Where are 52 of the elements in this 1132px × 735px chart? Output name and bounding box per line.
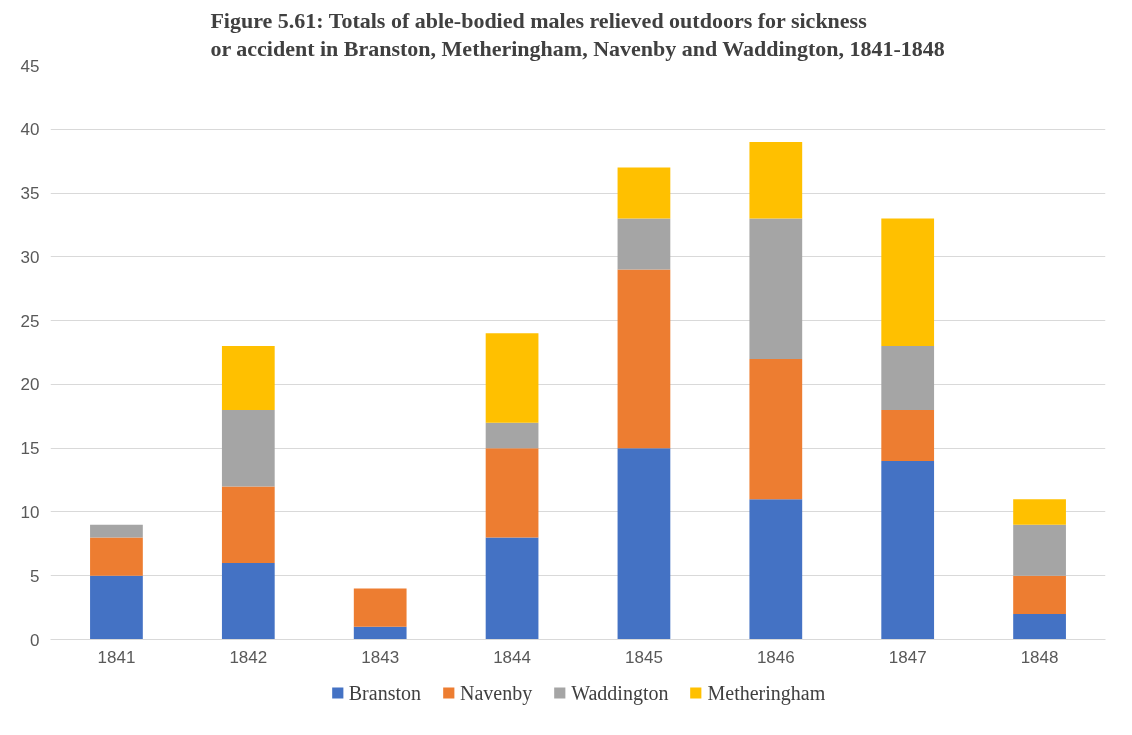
bar [90,524,143,538]
x-tick-label: 1847 [888,647,927,667]
bar [1013,613,1066,640]
bar [353,588,407,627]
bar [617,218,671,270]
y-tick-label: 15 [20,439,40,459]
bar [221,486,275,563]
x-tick-label: 1846 [756,647,795,667]
bar [881,460,935,640]
bar [221,562,275,640]
y-tick-label: 45 [20,56,40,76]
chart-title: Figure 5.61: Totals of able-bodied males relieved outdoors for sickness or accident in Branston, Metheringham, Navenby and Waddington, 1841-1848 [210,8,945,61]
bar [221,409,275,487]
x-tick-label: 1844 [493,647,531,667]
bar [617,448,671,640]
legend-label: Waddington [571,681,669,704]
bar [749,218,803,359]
bar [485,422,539,449]
bar [485,333,539,423]
x-tick-label: 1842 [229,647,268,667]
y-tick-label: 10 [20,502,40,522]
bar [749,499,803,640]
bar [90,575,143,640]
x-tick-label: 1841 [97,647,136,667]
x-tick-label: 1845 [625,647,663,667]
bar [485,448,539,538]
bar [881,346,935,410]
bar [881,409,935,461]
bar [221,346,275,410]
bar [1013,575,1066,614]
bar [749,358,803,500]
x-tick-label: 1848 [1020,647,1059,667]
bar [485,537,539,640]
y-tick-label: 25 [20,311,40,331]
bar [90,537,143,576]
y-tick-label: 5 [30,566,40,586]
y-tick-label: 40 [20,120,40,140]
y-tick-label: 35 [20,184,40,204]
bar [617,167,671,219]
x-tick-label: 1843 [361,647,400,667]
y-tick-label: 30 [20,247,40,267]
bar [749,142,803,219]
legend-label: Navenby [460,681,533,704]
y-tick-label: 0 [30,630,40,650]
legend-label: Branston [348,681,421,704]
bar [1013,499,1066,525]
y-tick-label: 20 [20,375,40,395]
legend-label: Metheringham [707,681,826,704]
bar [881,218,935,347]
bar [353,626,407,640]
bar [1013,524,1066,576]
bar [617,269,671,449]
